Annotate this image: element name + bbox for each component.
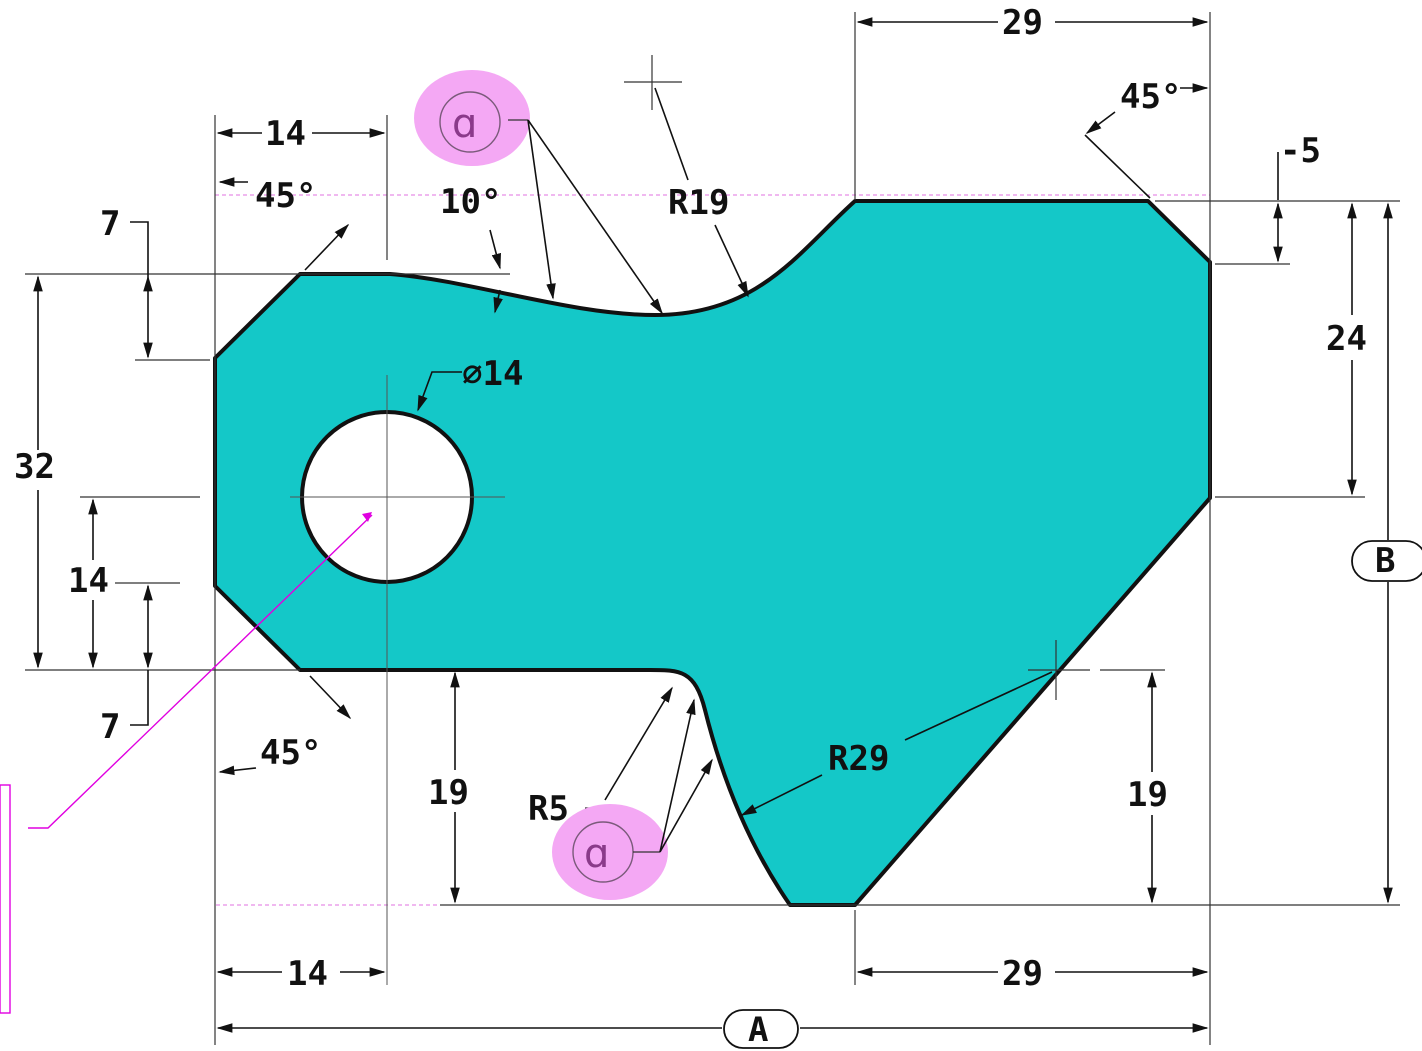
part-outline[interactable] <box>213 199 1212 907</box>
dim-left-32: 32 <box>14 447 55 487</box>
tangent-balloon-bottom[interactable] <box>552 804 668 900</box>
radius-r29: R29 <box>828 739 889 779</box>
dim-right-bottom-19: 19 <box>1127 775 1168 815</box>
datum-b-bubble[interactable]: B <box>1375 541 1395 581</box>
dim-top-left-chamfer-7: 7 <box>100 204 120 244</box>
dim-top-left-14: 14 <box>265 114 306 154</box>
dim-bottom-left-chamfer-7: 7 <box>100 707 120 747</box>
angle-bottom-left-45: 45° <box>260 733 321 773</box>
dim-left-14: 14 <box>68 561 109 601</box>
tangent-balloon-top[interactable] <box>414 70 530 166</box>
dim-left-bottom-19: 19 <box>428 773 469 813</box>
dim-bottom-right-29: 29 <box>1002 954 1043 994</box>
angle-taper-10: 10° <box>440 182 501 222</box>
radius-r19: R19 <box>668 183 729 223</box>
angle-top-left-45: 45° <box>255 176 316 216</box>
annotation-leader <box>28 514 373 829</box>
dim-top-right-29: 29 <box>1002 3 1043 43</box>
dim-bottom-left-14: 14 <box>287 954 328 994</box>
dim-top-right-chamfer-5: -5 <box>1280 131 1321 171</box>
annotation-box[interactable] <box>0 784 11 1014</box>
hole-diameter-label: ∅14 <box>462 354 523 394</box>
angle-top-right-45: 45° <box>1120 77 1181 117</box>
datum-a-bubble[interactable]: A <box>748 1010 768 1050</box>
dim-right-24: 24 <box>1326 319 1367 359</box>
tangent-symbol-icon: ɑ <box>584 831 609 877</box>
radius-r5: R5 <box>528 789 569 829</box>
tangent-symbol-icon: ɑ <box>452 101 477 147</box>
